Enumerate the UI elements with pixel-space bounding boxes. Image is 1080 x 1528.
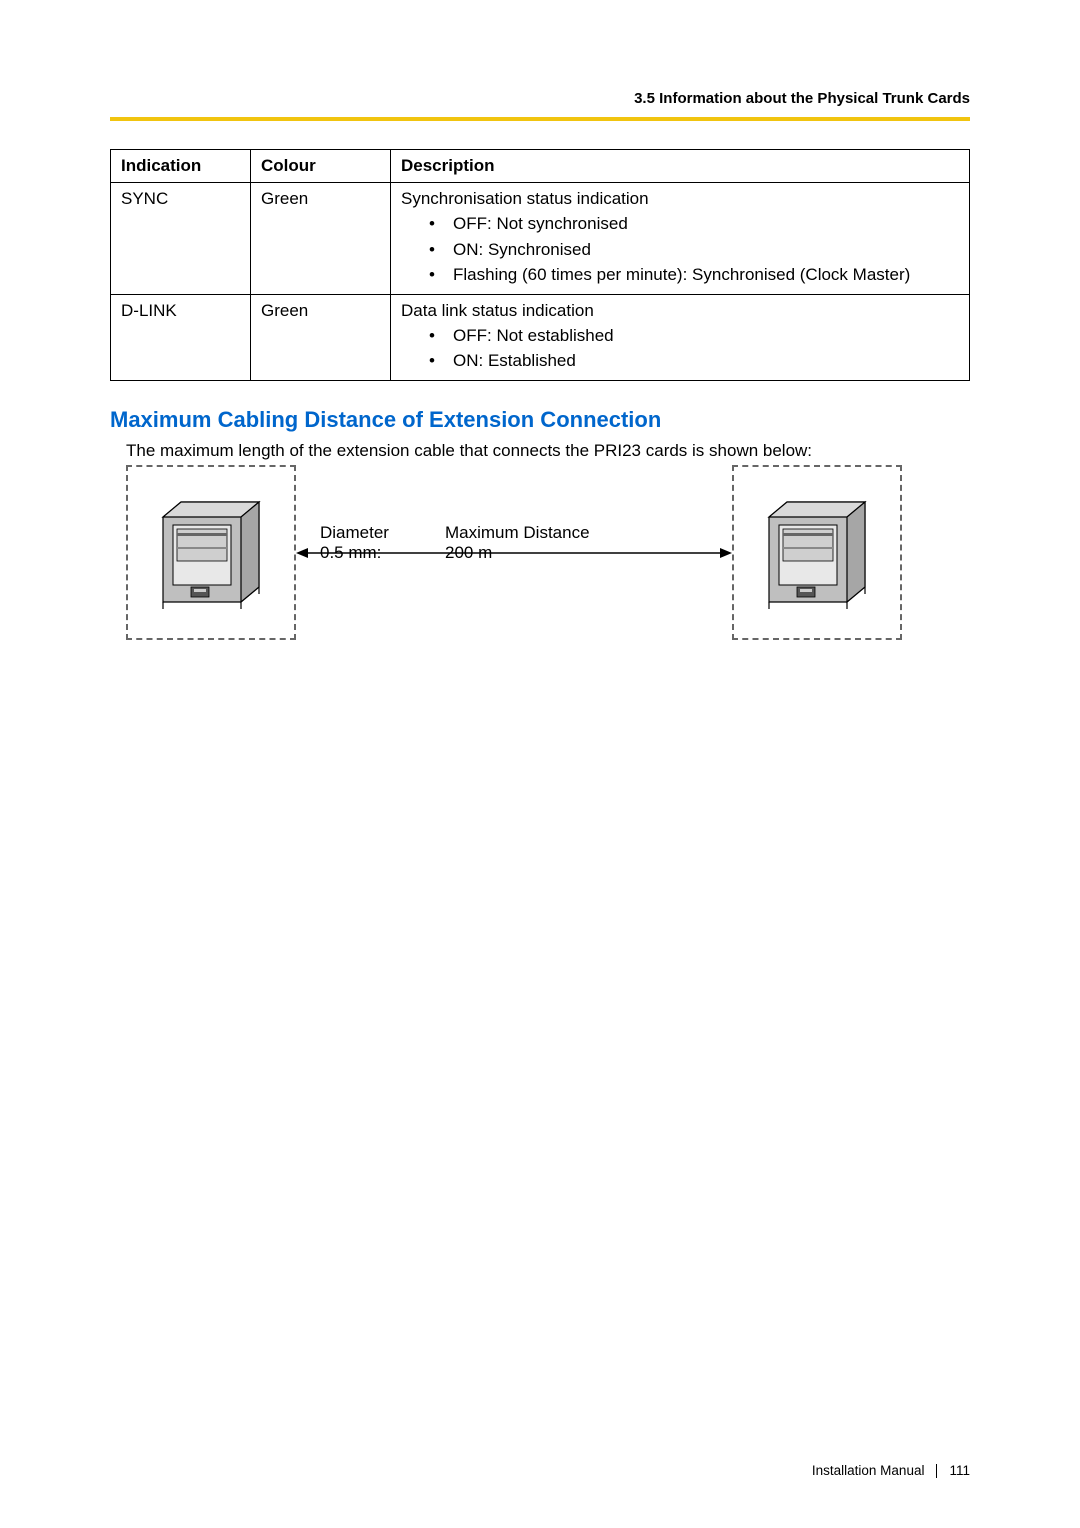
cabling-diagram: Diameter Maximum Distance 0.5 mm: 200 m	[110, 465, 970, 645]
desc-list: OFF: Not established ON: Established	[401, 323, 959, 374]
desc-item: OFF: Not established	[429, 323, 959, 349]
spec-label-maxdist: Maximum Distance	[445, 523, 590, 543]
table-row: D-LINK Green Data link status indication…	[111, 294, 970, 380]
desc-item: ON: Synchronised	[429, 237, 959, 263]
spec-block: Diameter Maximum Distance 0.5 mm: 200 m	[320, 523, 590, 563]
spec-label-diameter: Diameter	[320, 523, 445, 543]
desc-item: ON: Established	[429, 348, 959, 374]
page-footer: Installation Manual 111	[812, 1463, 970, 1478]
device-left-box	[126, 465, 296, 640]
footer-separator	[936, 1464, 937, 1478]
col-header-description: Description	[391, 150, 970, 183]
col-header-colour: Colour	[251, 150, 391, 183]
footer-page-number: 111	[949, 1463, 970, 1478]
page-content: 3.5 Information about the Physical Trunk…	[0, 0, 1080, 1528]
desc-item: OFF: Not synchronised	[429, 211, 959, 237]
footer-manual: Installation Manual	[812, 1463, 925, 1478]
header-line	[110, 117, 970, 121]
table-row: SYNC Green Synchronisation status indica…	[111, 183, 970, 295]
device-icon	[151, 487, 271, 617]
device-icon	[757, 487, 877, 617]
device-right-box	[732, 465, 902, 640]
spec-diameter-value: 0.5 mm:	[320, 543, 445, 563]
cell-colour: Green	[251, 294, 391, 380]
header-section-label: 3.5 Information about the Physical Trunk…	[110, 90, 970, 117]
section-text: The maximum length of the extension cabl…	[110, 441, 970, 461]
spec-distance-value: 200 m	[445, 543, 492, 563]
desc-item: Flashing (60 times per minute): Synchron…	[429, 262, 959, 288]
desc-main: Data link status indication	[401, 301, 959, 321]
desc-main: Synchronisation status indication	[401, 189, 959, 209]
desc-list: OFF: Not synchronised ON: Synchronised F…	[401, 211, 959, 288]
section-title: Maximum Cabling Distance of Extension Co…	[110, 407, 970, 433]
cell-indication: D-LINK	[111, 294, 251, 380]
col-header-indication: Indication	[111, 150, 251, 183]
cell-description: Synchronisation status indication OFF: N…	[391, 183, 970, 295]
cell-indication: SYNC	[111, 183, 251, 295]
led-indication-table: Indication Colour Description SYNC Green…	[110, 149, 970, 381]
cell-description: Data link status indication OFF: Not est…	[391, 294, 970, 380]
cell-colour: Green	[251, 183, 391, 295]
table-header-row: Indication Colour Description	[111, 150, 970, 183]
